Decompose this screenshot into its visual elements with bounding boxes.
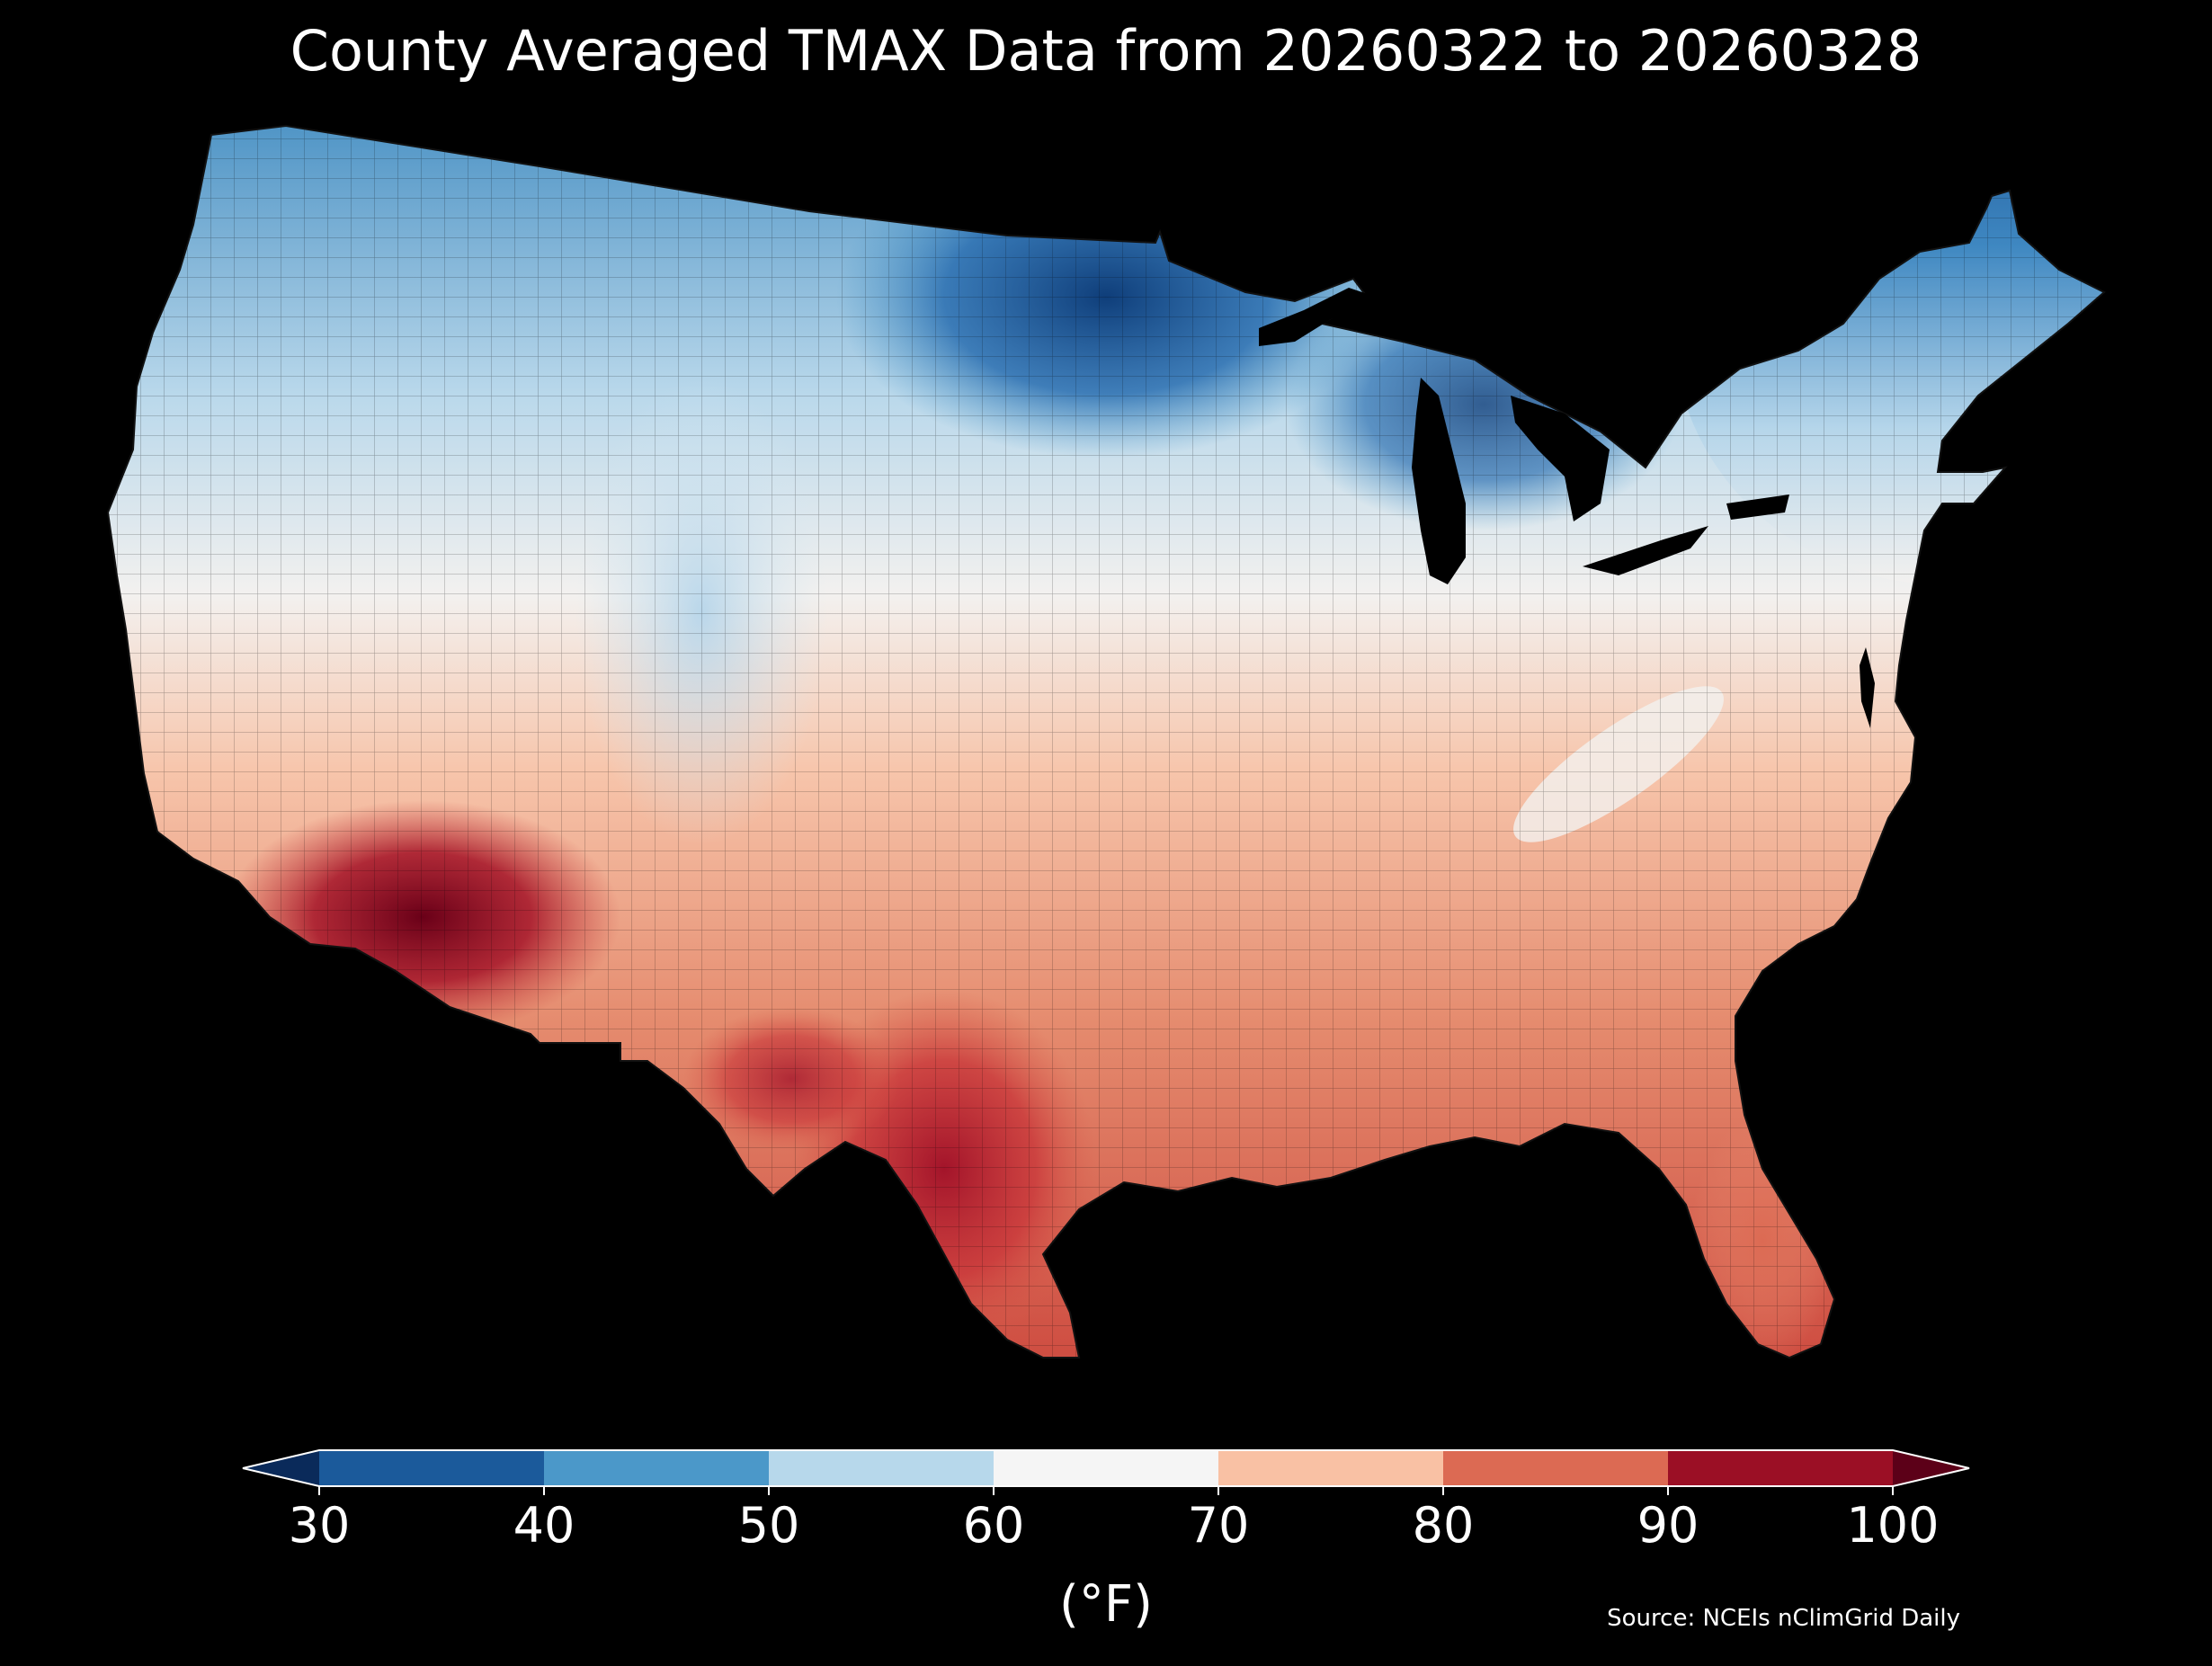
source-note: Source: NCEIs nClimGrid Daily	[1607, 1605, 1960, 1632]
conus-choropleth-map	[107, 125, 2105, 1359]
lake-erie	[1583, 526, 1708, 575]
lake-superior	[1259, 288, 1376, 346]
colorbar-tick-label-70: 70	[1188, 1497, 1250, 1554]
colorbar-bin-80-90	[1443, 1450, 1668, 1486]
colorbar-tick-label-90: 90	[1637, 1497, 1699, 1554]
colorbar-bin-30-40	[319, 1450, 544, 1486]
colorbar-bin-70-80	[1218, 1450, 1443, 1486]
colorbar-unit-label: (°F)	[1059, 1575, 1153, 1634]
colorbar-under-extension	[243, 1450, 319, 1486]
lake-michigan	[1412, 378, 1466, 584]
colorbar-bin-50-60	[769, 1450, 994, 1486]
temperature-colorbar: 30 40 50 60 70 80 90 100 (°F)	[242, 1449, 1970, 1634]
colorbar-tick-label-80: 80	[1413, 1497, 1475, 1554]
chart-title: County Averaged TMAX Data from 20260322 …	[290, 18, 1922, 84]
colorbar-tick-label-50: 50	[738, 1497, 800, 1554]
lake-ontario	[1726, 494, 1789, 520]
colorbar-bin-40-50	[544, 1450, 769, 1486]
colorbar-bin-90-100	[1668, 1450, 1893, 1486]
colorbar-over-extension	[1893, 1450, 1969, 1486]
lake-huron	[1511, 396, 1610, 521]
colorbar-tick-label-30: 30	[289, 1497, 351, 1554]
colorbar-tick-label-40: 40	[513, 1497, 575, 1554]
colorbar-bin-60-70	[994, 1450, 1218, 1486]
colorbar-tick-label-60: 60	[963, 1497, 1025, 1554]
chesapeake-bay	[1860, 647, 1875, 728]
colorbar-tick-label-100: 100	[1846, 1497, 1939, 1554]
county-boundaries	[108, 126, 2104, 1358]
